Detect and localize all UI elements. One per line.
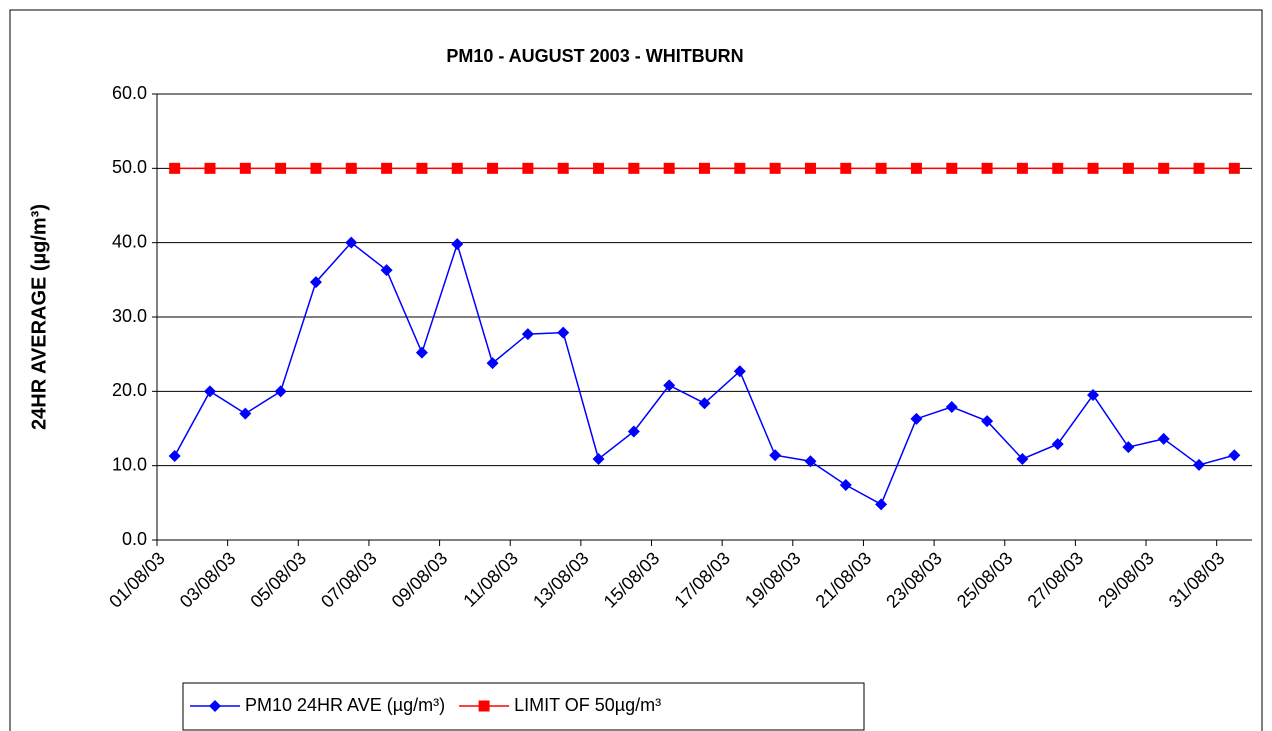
data-point [416,162,428,174]
data-point [557,162,569,174]
data-point [1157,432,1170,445]
data-point [1016,162,1028,174]
data-point [769,449,782,462]
data-point [239,162,251,174]
data-point [487,162,499,174]
data-point [451,162,463,174]
y-axis-label: 24HR AVERAGE (µg/m³) [28,204,50,430]
data-point [169,162,181,174]
data-point [522,162,534,174]
data-point [910,162,922,174]
y-tick-label: 20.0 [112,380,147,400]
data-point [875,162,887,174]
data-point [875,498,888,511]
data-point [486,357,499,370]
data-point [910,412,923,425]
data-point [628,162,640,174]
y-tick-label: 40.0 [112,231,147,251]
data-point [593,162,605,174]
data-point [981,415,994,428]
data-point [945,400,958,413]
data-point [1087,389,1100,402]
data-point [592,452,605,465]
data-point [345,162,357,174]
data-point [203,385,216,398]
legend-marker [478,700,490,712]
data-point [627,425,640,438]
data-point [451,238,464,251]
data-point [381,162,393,174]
y-tick-label: 50.0 [112,157,147,177]
data-point [275,162,287,174]
data-point [1016,452,1029,465]
data-point [239,407,252,420]
data-point [310,162,322,174]
data-point [557,326,570,339]
data-point [698,397,711,410]
data-point [734,162,746,174]
data-point [946,162,958,174]
data-point [168,450,181,463]
data-point [345,236,358,249]
data-point [699,162,710,174]
data-point [274,385,287,398]
data-point [1052,162,1064,174]
data-point [204,162,216,174]
legend-box [182,682,865,731]
legend-marker [209,700,221,712]
data-point [1158,162,1170,174]
data-point [981,162,993,174]
data-point [839,478,852,491]
data-point [415,346,428,359]
data-point [309,276,322,289]
chart-title: PM10 - AUGUST 2003 - WHITBURN [446,46,743,66]
data-point [1228,162,1240,174]
data-point [804,162,816,174]
y-tick-label: 30.0 [112,306,147,326]
data-point [663,162,675,174]
data-point [663,379,676,392]
y-tick-label: 0.0 [122,529,147,549]
data-point [1122,162,1134,174]
data-point [1193,162,1205,174]
chart-border [9,9,1263,731]
data-point [521,328,534,341]
y-tick-label: 10.0 [112,454,147,474]
data-point [1087,162,1099,174]
data-point [804,455,817,468]
data-point [1228,449,1241,462]
data-point [1122,441,1135,454]
data-point [1051,438,1064,451]
data-point [769,162,781,174]
data-point [1193,458,1206,471]
legend-label: PM10 24HR AVE (µg/m³) [245,695,445,715]
legend-label: LIMIT OF 50µg/m³ [514,695,661,715]
data-point [380,264,393,277]
data-point [733,365,746,378]
y-tick-label: 60.0 [112,83,147,103]
data-point [840,162,852,174]
